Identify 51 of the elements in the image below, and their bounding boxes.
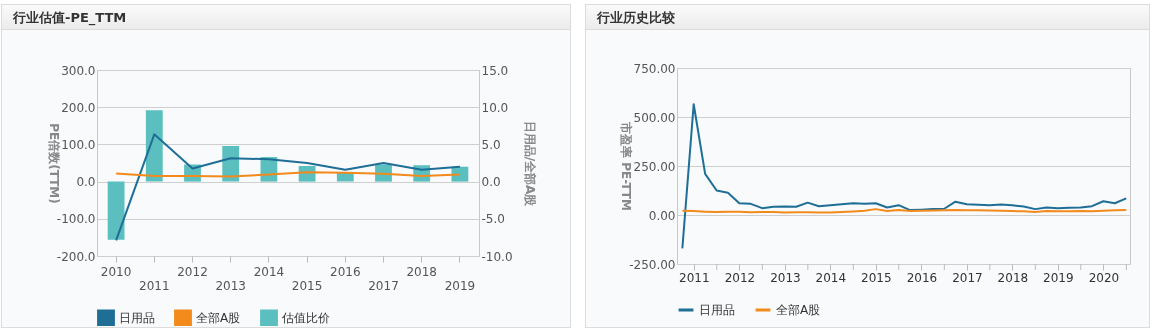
chart-title: 行业估值-PE_TTM	[13, 9, 127, 27]
x-tick-label: 2020	[1088, 270, 1120, 285]
y2-tick-label: 15.0	[481, 63, 509, 78]
x-tick-label: 2016	[330, 264, 361, 279]
y2-axis-title: 日用品/全部A股	[522, 120, 537, 208]
y-tick-label: 250.00	[633, 159, 676, 174]
y-tick-label: -200.0	[56, 249, 96, 264]
x-tick-label: 2016	[906, 270, 938, 285]
line-series	[681, 103, 1128, 250]
x-tick-label: 2014	[253, 264, 285, 279]
x-tick-label: 2011	[679, 270, 710, 285]
x-tick-label: 2017	[952, 270, 983, 285]
x-tick-label: 2013	[770, 270, 801, 285]
x-tick-label: 2012	[177, 264, 208, 279]
x-tick-label: 2015	[861, 270, 892, 285]
legend-label: 全部A股	[196, 311, 241, 326]
y2-tick-label: -10.0	[481, 249, 513, 264]
y-axis-title: PE倍数(TTM)	[46, 123, 61, 204]
y2-tick-label: 10.0	[481, 100, 509, 115]
x-tick-label: 2018	[997, 270, 1029, 285]
x-tick-label: 2014	[815, 270, 847, 285]
y-tick-label: 300.0	[61, 63, 96, 78]
y2-tick-label: 5.0	[481, 137, 501, 152]
x-tick-label: 2012	[724, 270, 756, 285]
legend-label: 全部A股	[776, 303, 821, 317]
x-tick-label: 2011	[139, 278, 170, 293]
x-tick-label: 2015	[291, 278, 323, 293]
y-tick-label: 200.0	[61, 100, 96, 115]
x-tick-label: 2010	[100, 264, 132, 279]
bar	[107, 181, 125, 240]
chart-title: 行业历史比较	[597, 9, 675, 27]
legend-label: 日用品	[119, 311, 155, 326]
line-series	[115, 133, 461, 242]
y2-tick-label: -5.0	[481, 212, 505, 227]
x-tick-label: 2018	[406, 264, 437, 279]
y-axis-title: 市盈率 PE-TTM	[619, 121, 634, 211]
y-tick-label: 500.00	[633, 110, 676, 125]
legend-label: 日用品	[699, 303, 735, 317]
y-tick-label: 100.0	[61, 137, 96, 152]
y-tick-label: 0.00	[648, 208, 676, 223]
x-tick-label: 2019	[444, 278, 476, 293]
x-tick-label: 2013	[215, 278, 246, 293]
y-tick-label: 0.0	[76, 175, 96, 190]
y-tick-label: -250.00	[629, 257, 676, 272]
bar	[145, 110, 163, 182]
legend-label: 估值比价	[281, 311, 330, 326]
x-tick-label: 2019	[1043, 270, 1074, 285]
y2-tick-label: 0.0	[481, 175, 501, 190]
y-tick-label: 750.00	[633, 61, 676, 76]
y-tick-label: -100.0	[56, 212, 96, 227]
x-tick-label: 2017	[368, 278, 399, 293]
